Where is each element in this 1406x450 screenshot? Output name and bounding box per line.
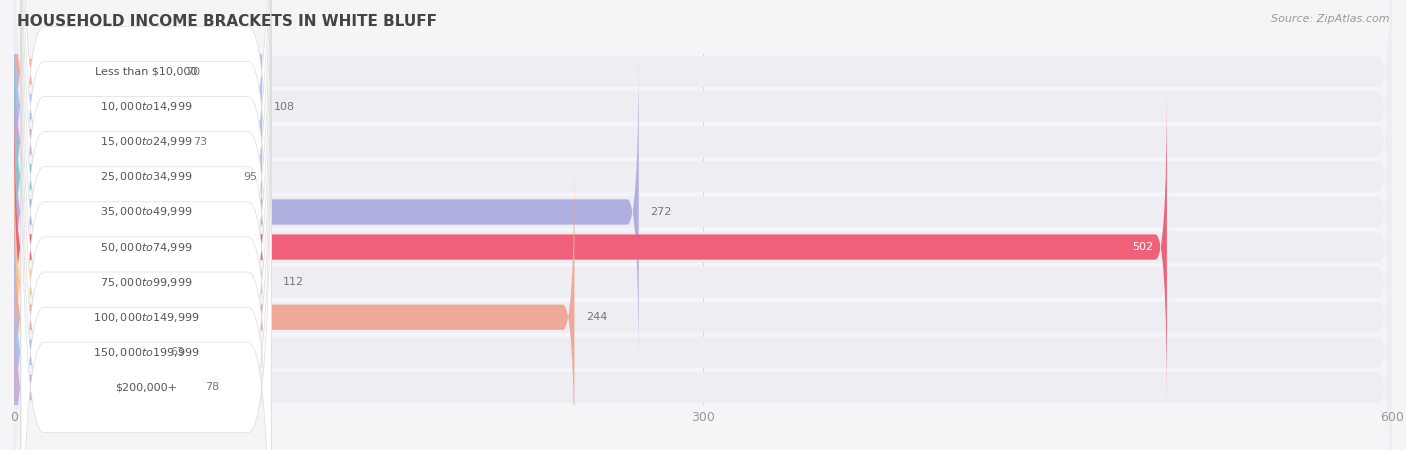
FancyBboxPatch shape [21,46,271,450]
Text: 70: 70 [186,67,201,76]
FancyBboxPatch shape [14,84,1167,410]
FancyBboxPatch shape [21,0,271,448]
FancyBboxPatch shape [14,14,232,340]
FancyBboxPatch shape [21,0,271,413]
FancyBboxPatch shape [14,52,1392,442]
FancyBboxPatch shape [21,81,271,450]
Text: $100,000 to $149,999: $100,000 to $149,999 [93,311,200,324]
FancyBboxPatch shape [14,0,1392,372]
Text: 108: 108 [274,102,295,112]
Text: 272: 272 [650,207,672,217]
FancyBboxPatch shape [21,0,271,450]
Text: $15,000 to $24,999: $15,000 to $24,999 [100,135,193,148]
FancyBboxPatch shape [21,0,271,450]
FancyBboxPatch shape [14,122,1392,450]
FancyBboxPatch shape [14,17,1392,407]
FancyBboxPatch shape [14,0,262,270]
FancyBboxPatch shape [21,0,271,450]
Text: 502: 502 [1132,242,1153,252]
Text: 112: 112 [283,277,304,287]
FancyBboxPatch shape [14,0,1392,267]
Text: $200,000+: $200,000+ [115,382,177,392]
Text: $10,000 to $14,999: $10,000 to $14,999 [100,100,193,113]
Text: 95: 95 [243,172,257,182]
FancyBboxPatch shape [14,0,1392,337]
FancyBboxPatch shape [14,0,181,305]
FancyBboxPatch shape [14,0,1392,302]
FancyBboxPatch shape [14,0,174,234]
FancyBboxPatch shape [14,154,575,450]
FancyBboxPatch shape [14,225,193,450]
FancyBboxPatch shape [14,119,271,445]
FancyBboxPatch shape [14,189,159,450]
Text: 78: 78 [205,382,219,392]
Text: 63: 63 [170,347,184,357]
Text: Less than $10,000: Less than $10,000 [96,67,197,76]
FancyBboxPatch shape [14,192,1392,450]
Text: $25,000 to $34,999: $25,000 to $34,999 [100,171,193,183]
FancyBboxPatch shape [14,157,1392,450]
Text: Source: ZipAtlas.com: Source: ZipAtlas.com [1271,14,1389,23]
Text: $50,000 to $74,999: $50,000 to $74,999 [100,241,193,253]
FancyBboxPatch shape [21,0,271,450]
FancyBboxPatch shape [14,87,1392,450]
Text: $75,000 to $99,999: $75,000 to $99,999 [100,276,193,288]
Text: 73: 73 [193,137,207,147]
Text: HOUSEHOLD INCOME BRACKETS IN WHITE BLUFF: HOUSEHOLD INCOME BRACKETS IN WHITE BLUFF [17,14,437,28]
Text: $150,000 to $199,999: $150,000 to $199,999 [93,346,200,359]
Text: 244: 244 [586,312,607,322]
FancyBboxPatch shape [14,49,638,375]
FancyBboxPatch shape [21,0,271,378]
FancyBboxPatch shape [21,11,271,450]
Text: $35,000 to $49,999: $35,000 to $49,999 [100,206,193,218]
